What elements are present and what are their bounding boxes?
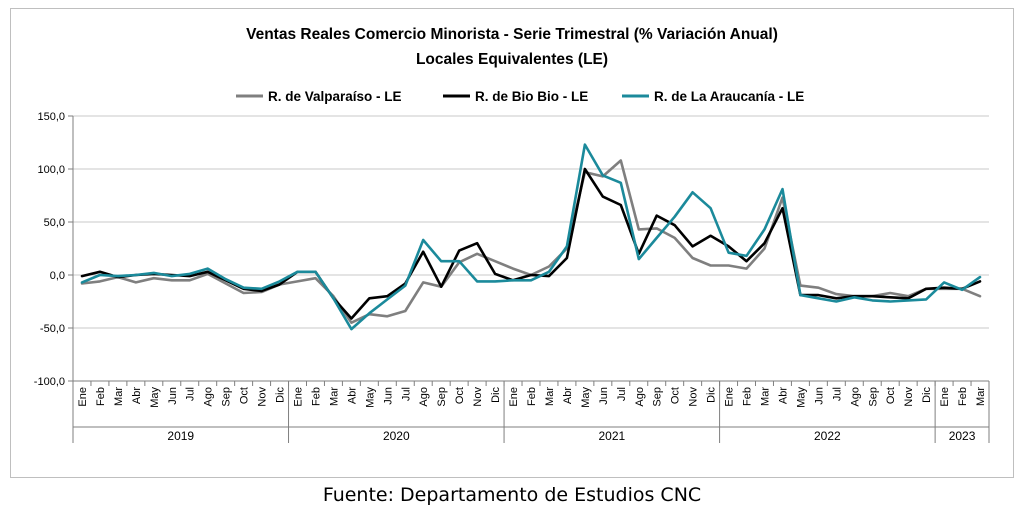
x-tick-label: Jun	[813, 387, 825, 405]
x-tick-label: Oct	[670, 387, 682, 404]
x-tick-label: Mar	[328, 387, 340, 406]
x-tick-label: Sep	[867, 387, 879, 407]
x-tick-label: Abr	[777, 387, 789, 404]
x-tick-label: Jun	[382, 387, 394, 405]
y-tick-label: 0,0	[50, 270, 65, 282]
x-tick-label: Feb	[957, 387, 969, 406]
x-tick-label: Dic	[921, 387, 933, 403]
series-line-3	[80, 143, 982, 331]
year-label: 2019	[167, 429, 194, 443]
x-tick-label: Ago	[203, 387, 215, 407]
y-tick-label: -100,0	[34, 376, 65, 388]
x-tick-label: Ago	[418, 387, 430, 407]
x-tick-label: Abr	[562, 387, 574, 404]
x-tick-label: Ago	[634, 387, 646, 407]
x-tick-label: Feb	[310, 387, 322, 406]
chart-title: Ventas Reales Comercio Minorista - Serie…	[246, 26, 778, 43]
legend: R. de Valparaíso - LE R. de Bio Bio - LE R…	[236, 89, 804, 104]
x-tick-label: Jun	[598, 387, 610, 405]
legend-label: R. de Bio Bio - LE	[475, 89, 588, 104]
x-tick-label: Ene	[508, 387, 520, 407]
line-chart: Ventas Reales Comercio Minorista - Serie…	[34, 26, 990, 443]
x-tick-label: May	[149, 387, 161, 408]
x-tick-label: Sep	[221, 387, 233, 407]
x-tick-label: Feb	[742, 387, 754, 406]
x-tick-label: Nov	[472, 387, 484, 407]
x-tick-label: Oct	[885, 387, 897, 404]
x-tick-label: Ene	[939, 387, 951, 407]
x-tick-label: Nov	[688, 387, 700, 407]
x-tick-label: Dic	[706, 387, 718, 403]
x-tick-label: Mar	[759, 387, 771, 406]
x-tick-label: Abr	[131, 387, 143, 404]
x-tick-label: Nov	[903, 387, 915, 407]
y-tick-label: 150,0	[37, 111, 65, 123]
x-tick-label: May	[364, 387, 376, 408]
x-tick-label: Dic	[490, 387, 502, 403]
x-tick-label: Dic	[275, 387, 287, 403]
gridlines	[73, 115, 989, 382]
x-tick-label: Oct	[239, 387, 251, 404]
x-tick-label: Jul	[185, 387, 197, 401]
x-tick-label: Mar	[975, 387, 987, 406]
x-tick-label: Ene	[293, 387, 305, 407]
chart-subtitle: Locales Equivalentes (LE)	[416, 51, 608, 68]
x-tick-label: Jul	[831, 387, 843, 401]
x-tick-label: Ene	[724, 387, 736, 407]
x-tick-label: Jul	[400, 387, 412, 401]
y-tick-label: -50,0	[40, 323, 65, 335]
y-axis: -100,0 -50,0 0,0 50,0 100,0 150,0	[34, 111, 74, 388]
x-tick-label: Oct	[454, 387, 466, 404]
series-lines	[80, 143, 982, 331]
x-tick-label: Feb	[526, 387, 538, 406]
x-tick-label: Mar	[113, 387, 125, 406]
x-tick-label: Sep	[652, 387, 664, 407]
x-tick-label: Ene	[77, 387, 89, 407]
x-tick-label: Abr	[346, 387, 358, 404]
x-tick-label: Jun	[167, 387, 179, 405]
x-tick-label: Sep	[436, 387, 448, 407]
y-tick-label: 50,0	[44, 217, 65, 229]
year-label: 2023	[949, 429, 976, 443]
source-note: Fuente: Departamento de Estudios CNC	[322, 484, 702, 506]
x-tick-label: Nov	[257, 387, 269, 407]
series-line-2	[80, 167, 982, 320]
chart-frame: Ventas Reales Comercio Minorista - Serie…	[10, 8, 1014, 478]
year-label: 2021	[598, 429, 625, 443]
x-tick-label: May	[795, 387, 807, 408]
year-label: 2020	[383, 429, 410, 443]
x-axis: Ene Feb Mar Abr May Jun Jul Ago Sep Oct Nov Dic 2019…	[72, 380, 990, 443]
x-tick-label: Ago	[849, 387, 861, 407]
x-tick-label: Jul	[616, 387, 628, 401]
x-tick-label: Mar	[544, 387, 556, 406]
legend-label: R. de La Araucanía - LE	[654, 89, 804, 104]
x-tick-label: May	[580, 387, 592, 408]
legend-label: R. de Valparaíso - LE	[268, 89, 402, 104]
x-tick-label: Feb	[95, 387, 107, 406]
y-tick-label: 100,0	[37, 164, 65, 176]
year-label: 2022	[814, 429, 841, 443]
